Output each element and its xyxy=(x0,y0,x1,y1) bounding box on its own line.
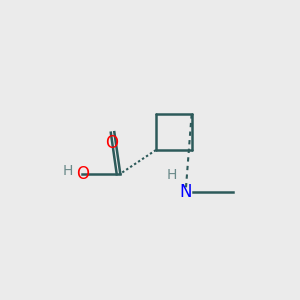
Text: N: N xyxy=(179,183,192,201)
Text: H: H xyxy=(63,164,74,178)
Text: H: H xyxy=(167,168,178,182)
Text: O: O xyxy=(105,134,118,152)
Text: O: O xyxy=(76,165,90,183)
